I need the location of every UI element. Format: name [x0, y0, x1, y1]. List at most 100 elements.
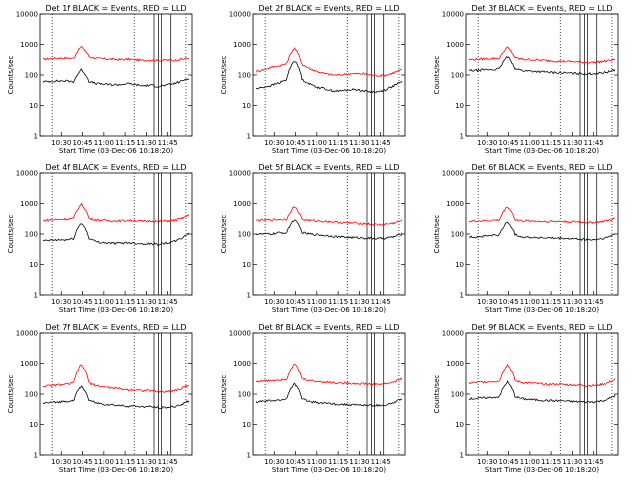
x-tick-label: 11:30 [562, 139, 582, 147]
x-tick-label: 11:00 [94, 298, 114, 306]
x-axis-label: Start Time (03-Dec-06 10:18:20) [59, 147, 173, 155]
lld-series-line [255, 206, 403, 226]
x-tick-label: 11:15 [541, 139, 561, 147]
x-tick-label: 10:45 [72, 298, 92, 306]
x-tick-label: 11:30 [349, 139, 369, 147]
x-tick-label: 11:45 [371, 458, 391, 466]
x-tick-label: 10:30 [51, 458, 71, 466]
plot-frame [39, 332, 193, 456]
y-tick-label: 1000 [233, 200, 251, 208]
y-tick-label: 1 [460, 452, 464, 460]
y-tick-label: 10000 [442, 11, 464, 19]
panel-title: Det 2f BLACK = Events, RED = LLD [258, 4, 399, 13]
x-axis-label: Start Time (03-Dec-06 10:18:20) [272, 147, 386, 155]
y-tick-label: 100 [238, 391, 251, 399]
x-tick-label: 10:30 [264, 139, 284, 147]
y-tick-label: 10000 [16, 11, 38, 19]
y-tick-label: 1 [247, 133, 251, 141]
plot-frame [39, 172, 193, 296]
x-tick-label: 10:45 [498, 458, 518, 466]
y-tick-label: 10 [455, 102, 464, 110]
y-tick-label: 1000 [446, 360, 464, 368]
x-tick-label: 11:00 [307, 458, 327, 466]
lld-series-line [468, 206, 616, 225]
lld-series-line [255, 47, 403, 78]
x-tick-label: 10:30 [51, 139, 71, 147]
y-tick-label: 10000 [229, 170, 251, 178]
panel-title: Det 1f BLACK = Events, RED = LLD [45, 4, 186, 13]
x-tick-label: 11:00 [94, 139, 114, 147]
x-tick-label: 11:45 [158, 458, 178, 466]
x-tick-label: 10:45 [285, 458, 305, 466]
x-tick-label: 11:45 [584, 139, 604, 147]
y-tick-label: 100 [25, 72, 38, 80]
events-series-line [468, 56, 616, 76]
y-tick-label: 10 [29, 261, 38, 269]
x-tick-label: 10:30 [264, 298, 284, 306]
plot-frame [252, 172, 406, 296]
events-series-line [42, 223, 190, 246]
x-tick-label: 11:45 [158, 139, 178, 147]
x-axis-label: Start Time (03-Dec-06 10:18:20) [485, 147, 599, 155]
x-tick-label: 11:30 [136, 458, 156, 466]
x-tick-label: 10:45 [498, 298, 518, 306]
x-tick-label: 11:30 [136, 298, 156, 306]
events-series-line [255, 382, 403, 408]
y-tick-label: 10 [242, 421, 251, 429]
x-tick-label: 11:15 [115, 458, 135, 466]
x-axis-label: Start Time (03-Dec-06 10:18:20) [272, 466, 386, 474]
x-tick-label: 10:45 [285, 139, 305, 147]
x-tick-label: 11:00 [94, 458, 114, 466]
events-series-line [42, 385, 190, 410]
y-tick-label: 1000 [20, 41, 38, 49]
x-tick-label: 11:45 [371, 298, 391, 306]
y-tick-label: 10000 [16, 330, 38, 338]
x-tick-label: 11:15 [541, 298, 561, 306]
detector-panel: 1 10 100 1000 10000 10:30 10:45 11:00 11:15 11:30… [7, 323, 193, 474]
x-tick-label: 11:30 [562, 458, 582, 466]
events-series-line [255, 219, 403, 240]
y-tick-label: 10 [242, 261, 251, 269]
detector-panel: 1 10 100 1000 10000 10:30 10:45 11:00 11:15 11:30… [433, 323, 619, 474]
y-tick-label: 10000 [229, 330, 251, 338]
y-axis-label: Counts/sec [220, 375, 228, 414]
x-tick-label: 11:00 [520, 458, 540, 466]
x-tick-label: 10:30 [264, 458, 284, 466]
events-series-line [255, 61, 403, 94]
detector-panel: 1 10 100 1000 10000 10:30 10:45 11:00 11:15 11:30… [220, 163, 406, 314]
y-axis-label: Counts/sec [7, 215, 15, 254]
x-tick-label: 11:15 [328, 298, 348, 306]
y-tick-label: 1000 [233, 360, 251, 368]
y-tick-label: 10 [455, 421, 464, 429]
y-tick-label: 1 [460, 292, 464, 300]
x-tick-label: 11:30 [136, 139, 156, 147]
x-tick-label: 10:45 [72, 458, 92, 466]
plot-frame [39, 13, 193, 137]
y-tick-label: 10000 [16, 170, 38, 178]
panel-title: Det 9f BLACK = Events, RED = LLD [471, 323, 612, 332]
events-series-line [469, 221, 616, 241]
plot-frame [465, 13, 619, 137]
x-tick-label: 10:45 [498, 139, 518, 147]
lld-series-line [468, 46, 616, 64]
x-axis-label: Start Time (03-Dec-06 10:18:20) [272, 306, 386, 314]
detector-panel: 1 10 100 1000 10000 10:30 10:45 11:00 11:15 11:30… [433, 4, 619, 155]
y-tick-label: 1 [34, 452, 38, 460]
lld-series-line [42, 364, 190, 393]
x-axis-label: Start Time (03-Dec-06 10:18:20) [485, 466, 599, 474]
x-tick-label: 11:15 [115, 298, 135, 306]
y-tick-label: 1 [247, 452, 251, 460]
y-tick-label: 1000 [20, 200, 38, 208]
lld-series-line [468, 364, 616, 388]
y-tick-label: 10000 [442, 170, 464, 178]
x-tick-label: 11:45 [371, 139, 391, 147]
x-tick-label: 10:45 [72, 139, 92, 147]
x-axis-label: Start Time (03-Dec-06 10:18:20) [59, 306, 173, 314]
x-axis-label: Start Time (03-Dec-06 10:18:20) [485, 306, 599, 314]
y-tick-label: 100 [238, 72, 251, 80]
y-tick-label: 1 [247, 292, 251, 300]
lld-series-line [255, 363, 403, 387]
x-tick-label: 10:30 [51, 298, 71, 306]
y-tick-label: 1000 [446, 41, 464, 49]
